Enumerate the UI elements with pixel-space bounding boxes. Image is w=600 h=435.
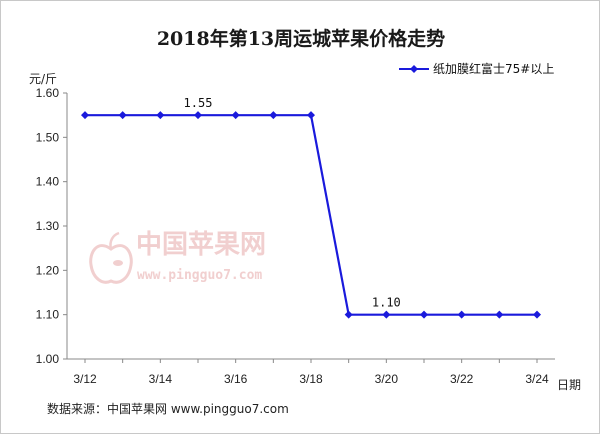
data-point bbox=[420, 310, 428, 319]
x-axis-label: 日期 bbox=[557, 378, 581, 392]
data-point bbox=[307, 111, 315, 120]
x-tick-label: 3/12 bbox=[73, 372, 97, 386]
y-tick-label: 1.20 bbox=[36, 263, 60, 277]
data-point bbox=[495, 310, 504, 319]
y-tick-label: 1.50 bbox=[36, 130, 60, 144]
x-tick-label: 3/16 bbox=[224, 372, 248, 386]
x-axis-ticks: 3/12 3/14 3/16 3/18 3/20 3/22 3/24 bbox=[73, 359, 549, 386]
data-point bbox=[344, 310, 353, 319]
series-line bbox=[85, 114, 537, 316]
y-axis-unit-label: 元/斤 bbox=[29, 72, 57, 86]
legend-label: 纸加膜红富士75#以上 bbox=[433, 61, 554, 76]
chart-title: 2018年第13周运城苹果价格走势 bbox=[157, 27, 445, 50]
data-point bbox=[382, 310, 391, 319]
apple-icon bbox=[89, 231, 133, 284]
data-point bbox=[81, 111, 89, 120]
data-labels: 1.55 1.10 bbox=[184, 96, 401, 310]
x-tick-label: 3/14 bbox=[149, 372, 173, 386]
series-group bbox=[81, 111, 541, 319]
y-tick-label: 1.10 bbox=[36, 308, 60, 322]
source-note: 数据来源：中国苹果网 www.pingguo7.com bbox=[47, 401, 289, 416]
x-tick-label: 3/20 bbox=[375, 372, 399, 386]
data-point bbox=[156, 111, 165, 120]
data-point bbox=[231, 111, 240, 120]
data-label: 1.55 bbox=[184, 96, 213, 110]
data-point bbox=[457, 310, 466, 319]
data-point bbox=[269, 111, 278, 120]
y-tick-label: 1.00 bbox=[36, 352, 60, 366]
x-tick-label: 3/24 bbox=[525, 372, 549, 386]
x-tick-label: 3/22 bbox=[450, 372, 474, 386]
data-label: 1.10 bbox=[372, 296, 401, 310]
legend-marker bbox=[410, 65, 418, 73]
y-tick-label: 1.40 bbox=[36, 175, 60, 189]
x-tick-label: 3/18 bbox=[299, 372, 323, 386]
data-point bbox=[533, 310, 541, 319]
y-axis-ticks: 1.00 1.10 1.20 1.30 1.40 1.50 1.60 bbox=[36, 86, 67, 366]
watermark-brand: 中国苹果网 bbox=[136, 230, 266, 260]
y-tick-label: 1.30 bbox=[36, 219, 60, 233]
legend: 纸加膜红富士75#以上 bbox=[399, 61, 554, 76]
watermark: 中国苹果网 www.pingguo7.com bbox=[89, 230, 266, 284]
data-point bbox=[194, 111, 202, 120]
y-tick-label: 1.60 bbox=[36, 86, 60, 100]
data-point bbox=[118, 111, 127, 120]
watermark-url: www.pingguo7.com bbox=[137, 268, 262, 283]
